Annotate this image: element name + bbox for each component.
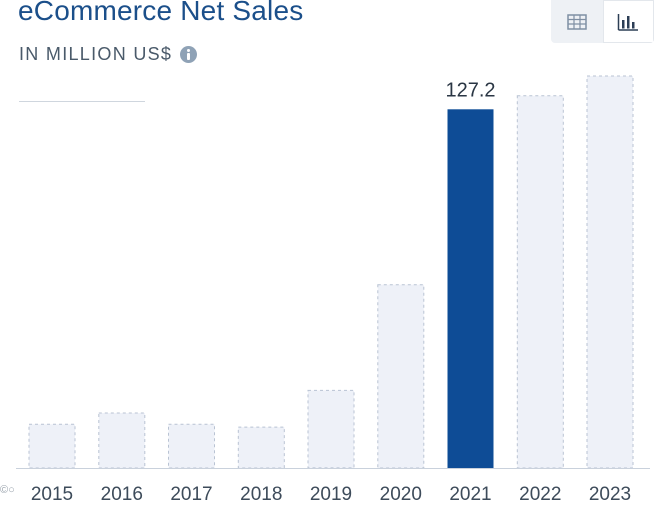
bar-2016[interactable] (98, 412, 146, 469)
watermark: ©○ (0, 484, 15, 496)
bar-2015[interactable] (28, 423, 76, 469)
chart-subtitle: IN MILLION US$ (19, 44, 173, 64)
chart-title: eCommerce Net Sales (18, 0, 304, 26)
x-tick-2019: 2019 (310, 484, 352, 505)
x-tick-2022: 2022 (519, 484, 561, 505)
x-tick-2018: 2018 (240, 484, 282, 505)
bar-2019[interactable] (307, 389, 355, 469)
data-label-2021: 127.2 (445, 79, 495, 101)
bar-2023[interactable] (586, 75, 634, 469)
bar-chart-icon (618, 13, 639, 31)
info-icon[interactable] (180, 46, 198, 63)
x-tick-2015: 2015 (31, 484, 73, 505)
x-tick-2020: 2020 (380, 484, 422, 505)
x-tick-2023: 2023 (589, 484, 631, 505)
divider (19, 101, 145, 102)
x-tick-2017: 2017 (170, 484, 212, 505)
bar-2021[interactable] (447, 109, 494, 469)
view-toggle (551, 0, 654, 43)
table-view-button[interactable] (551, 0, 603, 43)
bar-2020[interactable] (377, 284, 425, 469)
bar-2017[interactable] (168, 423, 215, 469)
chart-subtitle-row: IN MILLION US$ (19, 44, 198, 65)
x-tick-2016: 2016 (101, 484, 143, 505)
table-icon (567, 13, 587, 30)
bar-2022[interactable] (516, 95, 564, 469)
chart-view-button[interactable] (602, 0, 654, 43)
x-tick-2021: 2021 (449, 484, 491, 505)
bar-2018[interactable] (237, 426, 285, 469)
